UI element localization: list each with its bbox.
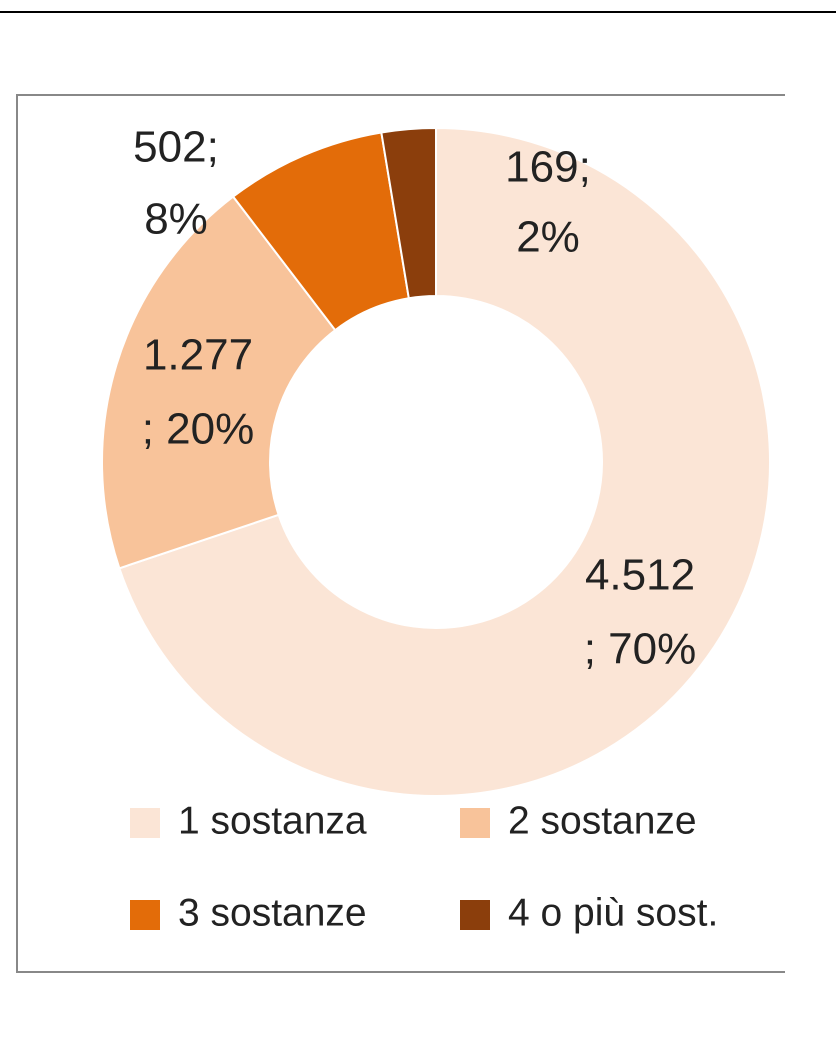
data-label: 169; bbox=[505, 143, 591, 192]
legend-label: 3 sostanze bbox=[178, 891, 367, 934]
legend-label: 1 sostanza bbox=[178, 799, 367, 842]
slice bbox=[118, 126, 771, 797]
legend-swatch bbox=[130, 900, 160, 930]
legend-label: 4 o più sost. bbox=[508, 891, 718, 934]
data-label: 502; bbox=[133, 123, 219, 172]
data-label: ; 70% bbox=[584, 625, 697, 674]
chart-frame bbox=[16, 94, 785, 973]
legend-label: 2 sostanze bbox=[508, 799, 697, 842]
data-label: ; 20% bbox=[142, 405, 255, 454]
data-label: 2% bbox=[516, 213, 580, 262]
data-label: 1.277 bbox=[143, 331, 253, 380]
data-label: 4.512 bbox=[585, 551, 695, 600]
slice bbox=[101, 195, 337, 570]
legend-swatch bbox=[460, 808, 490, 838]
data-label: 8% bbox=[144, 195, 208, 244]
legend-swatch bbox=[130, 808, 160, 838]
slice bbox=[380, 126, 437, 300]
legend-swatch bbox=[460, 900, 490, 930]
